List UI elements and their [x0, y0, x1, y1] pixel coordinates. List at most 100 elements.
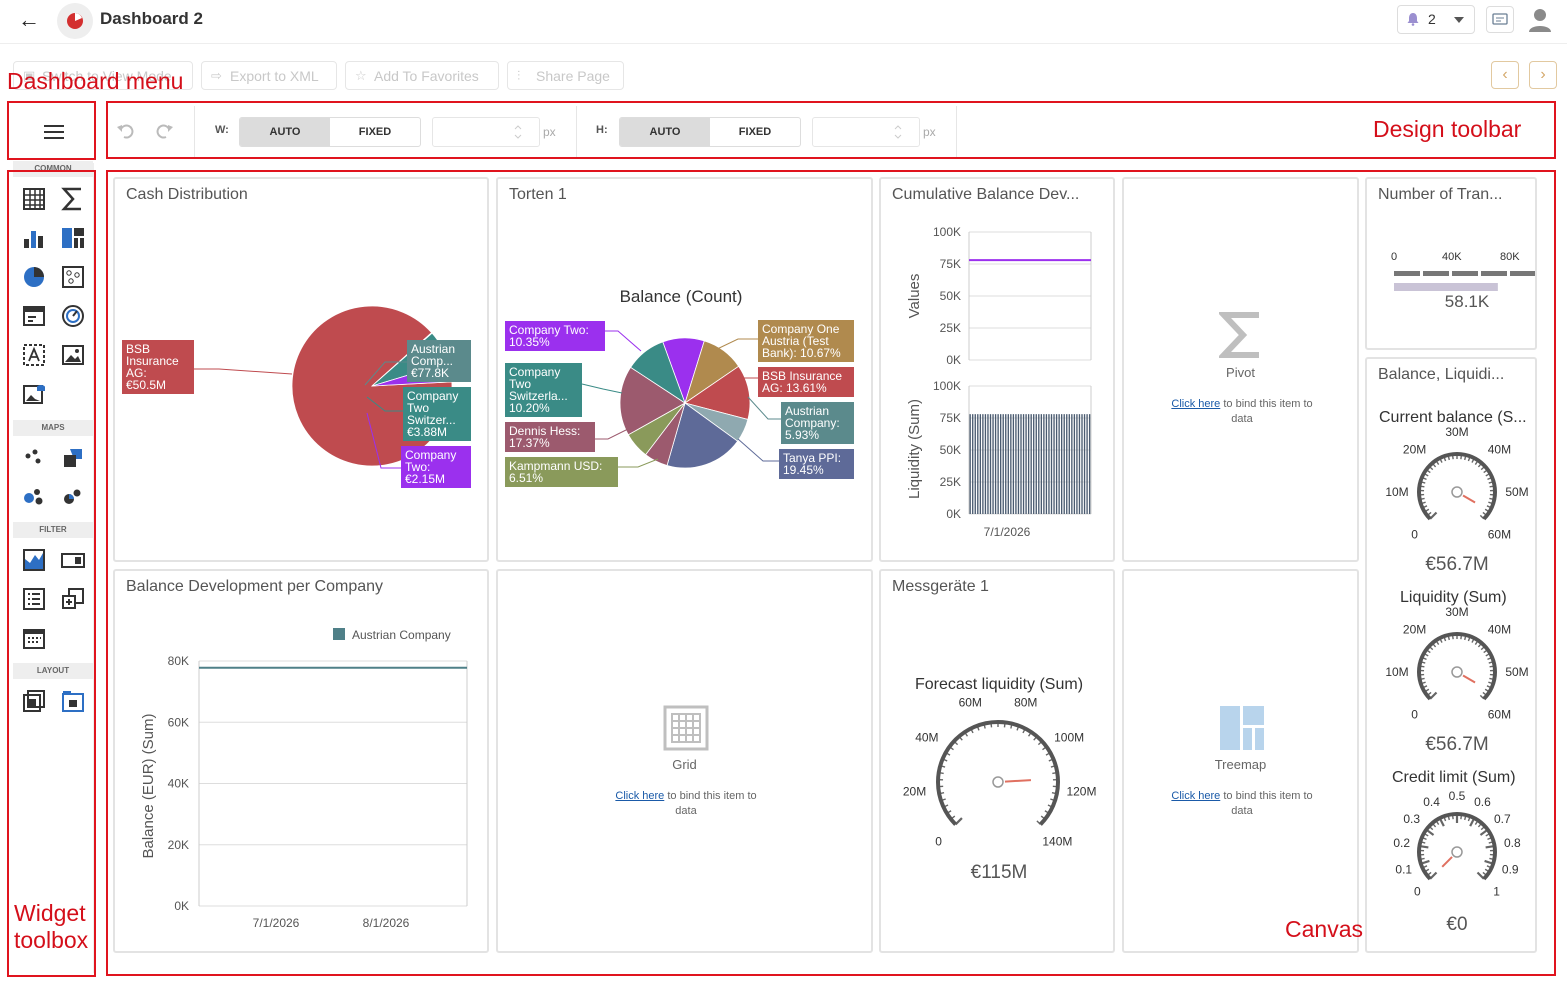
bar [989, 414, 992, 514]
messgeraete-panel[interactable]: Messgeräte 1 Forecast liquidity (Sum) 0 2… [879, 569, 1115, 953]
height-fixed-button[interactable]: FIXED [738, 126, 772, 138]
gauge-title: Forecast liquidity (Sum) [914, 676, 1084, 693]
height-input[interactable] [812, 117, 920, 147]
grid-panel[interactable]: Grid Click here to bind this item to dat… [496, 569, 873, 953]
gauge-tick-label: 20M [1403, 443, 1426, 457]
height-auto-button[interactable]: AUTO [620, 118, 710, 146]
sigma-icon[interactable] [60, 186, 86, 212]
share-page-button[interactable]: ⫶ Share Page [507, 61, 624, 90]
width-input[interactable] [432, 117, 540, 147]
geo-point-map-icon[interactable] [21, 445, 47, 471]
user-icon[interactable] [1526, 6, 1554, 34]
choropleth-map-icon[interactable] [60, 445, 86, 471]
toolbar-divider [576, 106, 577, 158]
gauge-tick-label: 60M [1488, 707, 1511, 721]
tick-label: 40K [1442, 251, 1462, 263]
cash-distribution-panel[interactable]: Cash Distribution BSB Insurance AG: €50.… [113, 177, 489, 562]
bind-hint-text: to bind this item to data [1223, 398, 1313, 425]
prev-page-button[interactable]: ‹ [1491, 61, 1519, 89]
switch-view-button[interactable]: ▣ Switch to View Mode [13, 61, 193, 90]
next-page-button[interactable]: › [1529, 61, 1557, 89]
width-fixed-button[interactable]: FIXED [358, 126, 392, 138]
pie-chart-icon[interactable] [21, 264, 47, 290]
bar [1020, 414, 1022, 514]
leader-line [581, 383, 623, 394]
redo-icon[interactable] [154, 122, 174, 140]
chat-button[interactable] [1486, 6, 1514, 33]
gauge-tick-label: 40M [915, 730, 938, 744]
image-icon[interactable] [60, 342, 86, 368]
chevron-down-icon [1454, 17, 1464, 23]
notifications-button[interactable]: 2 [1397, 5, 1475, 34]
stepper-arrows-icon[interactable] [893, 123, 903, 141]
treemap-panel[interactable]: Treemap Click here to bind this item to … [1122, 569, 1359, 953]
leader-line [366, 396, 403, 412]
transactions-panel[interactable]: Number of Tran... 0 40K 80K 58.1K [1365, 177, 1537, 350]
bar [1073, 414, 1076, 514]
transactions-bullet-chart [1394, 271, 1535, 291]
bar [987, 414, 989, 514]
export-xml-button[interactable]: ⇨ Export to XML [201, 61, 337, 90]
undo-icon[interactable] [116, 122, 136, 140]
gauge-tick-label: 60M [959, 696, 982, 710]
gauge-arc [1417, 812, 1497, 881]
gauge-icon[interactable] [60, 303, 86, 329]
panel-title: Cash Distribution [126, 186, 248, 203]
balance-liquidity-panel[interactable]: Balance, Liquidi... Current balance (S..… [1365, 357, 1537, 953]
page-title: Dashboard 2 [100, 9, 203, 28]
scale-segment [1481, 271, 1507, 276]
balance-development-panel[interactable]: Balance Development per Company 0K 20K 40K… [113, 569, 489, 953]
view-icon: ▣ [23, 68, 36, 83]
text-box-icon[interactable] [21, 342, 47, 368]
widget-toolbox-annotation: Widget [14, 900, 86, 926]
star-icon: ☆ [355, 68, 367, 83]
bar-chart-icon[interactable] [21, 225, 47, 251]
click-here-link[interactable]: Click here [615, 790, 665, 802]
bubble-map-icon[interactable] [21, 484, 47, 510]
tick-label: 80K [1500, 251, 1520, 263]
group-icon[interactable] [21, 688, 47, 714]
width-unit: px [543, 125, 556, 139]
scatter-icon[interactable] [60, 264, 86, 290]
torten-panel[interactable]: Torten 1 Balance (Count) Company Two: 10… [496, 177, 873, 562]
tree-view-icon[interactable] [60, 586, 86, 612]
treemap-icon[interactable] [60, 225, 86, 251]
toolbox-section-filter: FILTER [13, 522, 93, 538]
scale-segment [1394, 271, 1420, 276]
gauge-title: Credit limit (Sum) [1392, 769, 1516, 786]
list-box-icon[interactable] [21, 586, 47, 612]
tick-label: 50K [940, 289, 961, 303]
back-arrow-icon[interactable]: ← [18, 7, 40, 32]
card-icon[interactable] [21, 303, 47, 329]
gauge-title: Current balance (S... [1379, 409, 1527, 426]
tab-container-icon[interactable] [60, 688, 86, 714]
range-filter-icon[interactable] [21, 547, 47, 573]
dashboard-menu-button[interactable] [13, 113, 94, 153]
bar [1022, 414, 1025, 514]
gauge-tick-label: 0 [1414, 885, 1421, 899]
height-mode-toggle: AUTO FIXED [619, 117, 801, 147]
cumulative-balance-panel[interactable]: Cumulative Balance Dev... 0K 25K 50K 75K 100… [879, 177, 1115, 562]
gauge-tick-label: 0 [1411, 527, 1418, 541]
click-here-link[interactable]: Click here [1171, 790, 1221, 802]
bar [1040, 414, 1043, 514]
pivot-panel[interactable]: Pivot Click here to bind this item to da… [1122, 177, 1359, 562]
pie-map-icon[interactable] [60, 484, 86, 510]
gauge-title: Liquidity (Sum) [1400, 589, 1507, 606]
bound-image-icon[interactable] [21, 381, 47, 407]
gauge-tick-label: 100M [1054, 730, 1084, 744]
stepper-arrows-icon[interactable] [513, 123, 523, 141]
bar [972, 414, 974, 514]
click-here-link[interactable]: Click here [1171, 398, 1221, 410]
combo-box-icon[interactable] [60, 547, 86, 573]
bar [1066, 414, 1068, 514]
bar [1038, 414, 1040, 514]
grid-widget-icon[interactable] [21, 186, 47, 212]
pie-label: Kampmann USD: 6.51% [505, 457, 618, 487]
width-auto-button[interactable]: AUTO [240, 118, 330, 146]
date-filter-icon[interactable] [21, 625, 47, 651]
bar [994, 414, 997, 514]
gauge-tick-label: 140M [1042, 834, 1072, 848]
add-to-favorites-button[interactable]: ☆ Add To Favorites [345, 61, 499, 90]
width-label: W: [215, 124, 229, 136]
